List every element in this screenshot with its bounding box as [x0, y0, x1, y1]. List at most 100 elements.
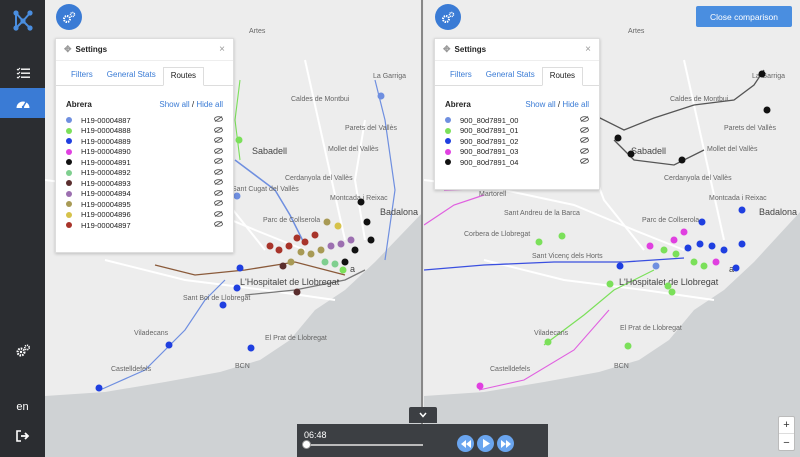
route-row[interactable]: 900_80d7891_02 — [445, 136, 589, 147]
map-label-parets: Parets del Vallès — [345, 125, 398, 132]
tab-routes[interactable]: Routes — [541, 67, 584, 86]
move-icon[interactable]: ✥ — [64, 44, 72, 54]
route-label: H19-00004893 — [81, 178, 131, 188]
pin — [285, 242, 293, 250]
left-map[interactable]: Artes Caldes de Montbui La Garriga Paret… — [45, 0, 423, 457]
panel-header[interactable]: ✥ Settings × — [56, 39, 233, 61]
route-row[interactable]: H19-00004893 — [66, 178, 223, 189]
tab-general-stats[interactable]: General Stats — [106, 70, 156, 79]
hide-route-icon[interactable] — [214, 221, 223, 229]
right-map[interactable]: Artes Caldes de Montbui La Garriga Paret… — [424, 0, 800, 457]
map-label-parc: Parc de Collserola — [263, 217, 320, 224]
right-settings-toggle[interactable] — [435, 4, 461, 30]
route-color-dot — [66, 190, 72, 197]
panel-header[interactable]: ✥ Settings × — [435, 39, 599, 61]
hide-route-icon[interactable] — [214, 189, 223, 198]
logout-icon[interactable] — [0, 421, 45, 451]
map-label-montcada: Montcada i Reixac — [330, 195, 388, 202]
hide-route-icon[interactable] — [580, 137, 589, 145]
route-row[interactable]: H19-00004894 — [66, 189, 223, 200]
map-label-sant-vicenc: Sant Vicenç dels Horts — [532, 253, 603, 260]
left-settings-toggle[interactable] — [56, 4, 82, 30]
zoom-out-button[interactable]: − — [783, 436, 790, 449]
hide-route-icon[interactable] — [214, 179, 223, 187]
hide-route-icon[interactable] — [214, 116, 223, 124]
pin — [664, 282, 672, 290]
hide-route-icon[interactable] — [214, 137, 223, 145]
links-separator: / — [557, 100, 561, 109]
list-icon[interactable] — [0, 58, 45, 88]
route-label: H19-00004892 — [81, 168, 131, 178]
player-time: 06:48 — [304, 430, 327, 440]
close-icon[interactable]: × — [219, 44, 225, 55]
route-color-dot — [66, 211, 72, 218]
route-row[interactable]: H19-00004891 — [66, 157, 223, 168]
pin — [357, 198, 365, 206]
route-row[interactable]: 900_80d7891_00 — [445, 115, 589, 126]
play-icon[interactable] — [477, 435, 494, 452]
panel-tabs: Filters General Stats Routes — [56, 61, 233, 86]
route-row[interactable]: 900_80d7891_01 — [445, 126, 589, 137]
pin — [347, 236, 355, 244]
move-icon[interactable]: ✥ — [443, 44, 451, 54]
hide-route-icon[interactable] — [580, 158, 589, 166]
hide-route-icon[interactable] — [214, 210, 223, 219]
route-row[interactable]: H19-00004892 — [66, 168, 223, 179]
route-label: H19-00004887 — [81, 115, 131, 125]
timeline-slider[interactable] — [305, 444, 423, 446]
map-label-montcada: Montcada i Reixac — [709, 195, 767, 202]
tab-filters[interactable]: Filters — [71, 70, 93, 79]
map-label-castelldefels: Castelldefels — [490, 366, 531, 373]
map-label-badalona: Badalona — [380, 207, 418, 217]
hide-route-icon[interactable] — [580, 126, 589, 135]
sidebar: en — [0, 0, 45, 457]
hide-all-link[interactable]: Hide all — [562, 100, 589, 109]
tab-general-stats[interactable]: General Stats — [485, 70, 535, 79]
route-color-dot — [66, 169, 72, 176]
route-row[interactable]: 900_80d7891_03 — [445, 147, 589, 158]
pin — [627, 150, 635, 158]
hide-route-icon[interactable] — [580, 116, 589, 124]
gears-icon[interactable] — [0, 336, 45, 366]
hide-all-link[interactable]: Hide all — [196, 100, 223, 109]
timeline-handle[interactable] — [302, 440, 311, 449]
rewind-icon[interactable] — [457, 435, 474, 452]
hide-route-icon[interactable] — [214, 200, 223, 208]
zoom-in-button[interactable]: + — [779, 417, 794, 434]
route-row[interactable]: H19-00004888 — [66, 126, 223, 137]
chevron-down-icon[interactable] — [409, 407, 437, 423]
close-comparison-button[interactable]: Close comparison — [696, 6, 792, 27]
fast-forward-icon[interactable] — [497, 435, 514, 452]
route-color-dot — [66, 117, 72, 124]
dashboard-icon[interactable] — [0, 88, 45, 118]
tab-routes[interactable]: Routes — [162, 67, 205, 86]
route-row[interactable]: H19-00004887 — [66, 115, 223, 126]
pin — [698, 218, 706, 226]
pin — [720, 246, 728, 254]
gears-icon — [63, 11, 76, 23]
show-all-link[interactable]: Show all — [525, 100, 556, 109]
route-row[interactable]: 900_80d7891_04 — [445, 157, 589, 168]
pin — [351, 246, 359, 254]
map-label-corbera: Corbera de Llobregat — [464, 231, 530, 238]
hide-route-icon[interactable] — [580, 147, 589, 156]
hide-route-icon[interactable] — [214, 147, 223, 156]
right-settings-panel: ✥ Settings × Filters General Stats Route… — [434, 38, 600, 190]
hide-route-icon[interactable] — [214, 126, 223, 135]
route-row[interactable]: H19-00004896 — [66, 210, 223, 221]
route-row[interactable]: H19-00004897 — [66, 220, 223, 231]
route-row[interactable]: H19-00004890 — [66, 147, 223, 158]
show-all-link[interactable]: Show all — [159, 100, 190, 109]
route-row[interactable]: H19-00004895 — [66, 199, 223, 210]
route-row[interactable]: H19-00004889 — [66, 136, 223, 147]
tab-filters[interactable]: Filters — [450, 70, 472, 79]
language-selector[interactable]: en — [0, 392, 45, 422]
pin — [235, 136, 243, 144]
network-logo-icon[interactable] — [0, 2, 45, 38]
hide-route-icon[interactable] — [214, 158, 223, 166]
map-label-bcn: BCN — [614, 363, 629, 370]
route-label: 900_80d7891_02 — [460, 136, 519, 146]
hide-route-icon[interactable] — [214, 168, 223, 177]
route-label: H19-00004894 — [81, 189, 131, 199]
close-icon[interactable]: × — [585, 44, 591, 55]
